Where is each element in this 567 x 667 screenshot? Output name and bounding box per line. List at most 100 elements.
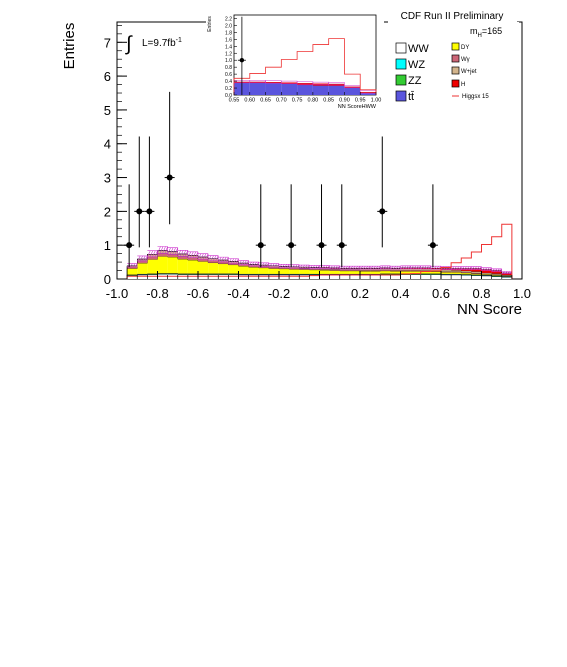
stack-bin (501, 272, 512, 275)
inset-x-tick-label: 0.95 (355, 98, 366, 104)
stack-bin (258, 274, 269, 279)
inset-bkg-bin (265, 82, 282, 95)
stack-bin (289, 268, 300, 270)
data-point (379, 208, 386, 215)
stack-bin (420, 267, 431, 269)
stack-bin (400, 274, 411, 279)
data-points (124, 91, 438, 268)
experiment-banner: CDF Run II Preliminary (401, 11, 504, 22)
data-point (318, 242, 325, 249)
inset-bkg-bin (297, 83, 313, 95)
stack-bin (339, 274, 350, 279)
signal-line (126, 223, 513, 279)
y-axis-label: Entries (61, 23, 78, 70)
stack-bin (147, 274, 158, 279)
stack-bin (461, 272, 472, 275)
y-tick-label: 1 (104, 238, 111, 253)
stack-bin (268, 267, 279, 269)
legend-label: H (461, 82, 465, 88)
stack-bin (198, 274, 209, 279)
stack-bin (471, 268, 482, 272)
stack-bin (451, 271, 462, 273)
mass-label: mH=165 (470, 26, 502, 39)
inset-pad (206, 12, 384, 116)
x-tick-label: -1.0 (106, 286, 128, 301)
legend-swatch (395, 58, 407, 70)
stack-bin (198, 261, 209, 274)
inset-y-tick-label: 1.8 (225, 30, 232, 36)
stack-bin (248, 274, 259, 279)
stack-bin (441, 272, 452, 274)
stack-bin (299, 274, 310, 279)
y-tick-label: 5 (104, 103, 111, 118)
stack-bin (400, 268, 411, 271)
legend-swatch (395, 90, 407, 102)
stack-bin (279, 268, 290, 274)
inset-y-tick-label: 0.4 (225, 79, 232, 85)
stack-bin (228, 261, 239, 264)
inset-histogram (233, 16, 377, 95)
inset-x-tick-label: 0.90 (339, 98, 350, 104)
stack-bin (127, 268, 138, 275)
inset-signal-line (233, 38, 377, 95)
stack-bin (349, 269, 360, 271)
inset-y-tick-label: 0.8 (225, 65, 232, 71)
stack-bin (400, 267, 411, 269)
stack-bin (349, 270, 360, 274)
inset-bkg-bin (360, 92, 376, 95)
legend-label: DY (461, 45, 469, 51)
legend-label: Higgsx 15 (462, 94, 489, 100)
stack-bin (238, 264, 249, 267)
stack-bin (238, 274, 249, 279)
stack-bin (329, 274, 340, 279)
signal-curve (126, 223, 513, 279)
data-point (166, 174, 173, 181)
legend-swatch (451, 42, 460, 51)
stack-bin (248, 267, 259, 274)
x-tick-label: -0.4 (227, 286, 249, 301)
stack-bin (461, 270, 472, 273)
inset-band (328, 82, 345, 86)
stack-bin (390, 270, 401, 272)
stack-bin (501, 277, 512, 279)
stack-bin (410, 271, 421, 274)
stack-outline (126, 256, 513, 279)
x-tick-label: 0.6 (432, 286, 450, 301)
stack-bin (319, 270, 330, 274)
stack-bin (390, 271, 401, 274)
systematic-band (126, 246, 513, 274)
stack-bin (208, 262, 219, 274)
stack-bin (147, 259, 158, 274)
legend-label: ZZ (408, 75, 422, 87)
inset-x-tick-label: 0.70 (276, 98, 287, 104)
legend-label: tt̄ (408, 91, 414, 103)
stack-bin (248, 265, 259, 268)
stack-bin (481, 272, 492, 274)
stack-bin (451, 274, 462, 279)
data-point (429, 242, 436, 249)
stack-bin (238, 263, 249, 265)
stack-bin (137, 260, 148, 264)
stack-bin (491, 270, 502, 274)
legend-swatch (451, 66, 460, 75)
stack-bin (279, 267, 290, 269)
stack-bin (187, 260, 198, 274)
stack-bin (157, 256, 168, 274)
stack-bin (370, 274, 381, 279)
inset-bkg-bin (249, 81, 266, 95)
legend-swatch (451, 54, 460, 63)
stack-bin (238, 266, 249, 274)
inset-higgs-bin (249, 81, 266, 83)
legend-label: W+jet (461, 69, 477, 75)
stack-bin (147, 256, 158, 260)
stack-bin (218, 263, 229, 274)
stack-bin (177, 274, 188, 279)
data-point (136, 208, 143, 215)
stack-bin (258, 265, 269, 267)
inset-x-tick-label: 0.75 (292, 98, 303, 104)
stack-bin (461, 275, 472, 279)
stack-bin (258, 266, 269, 268)
stack-bin (481, 274, 492, 275)
luminosity-label: L=9.7fb-1 (142, 37, 182, 49)
legend-box (393, 22, 519, 104)
